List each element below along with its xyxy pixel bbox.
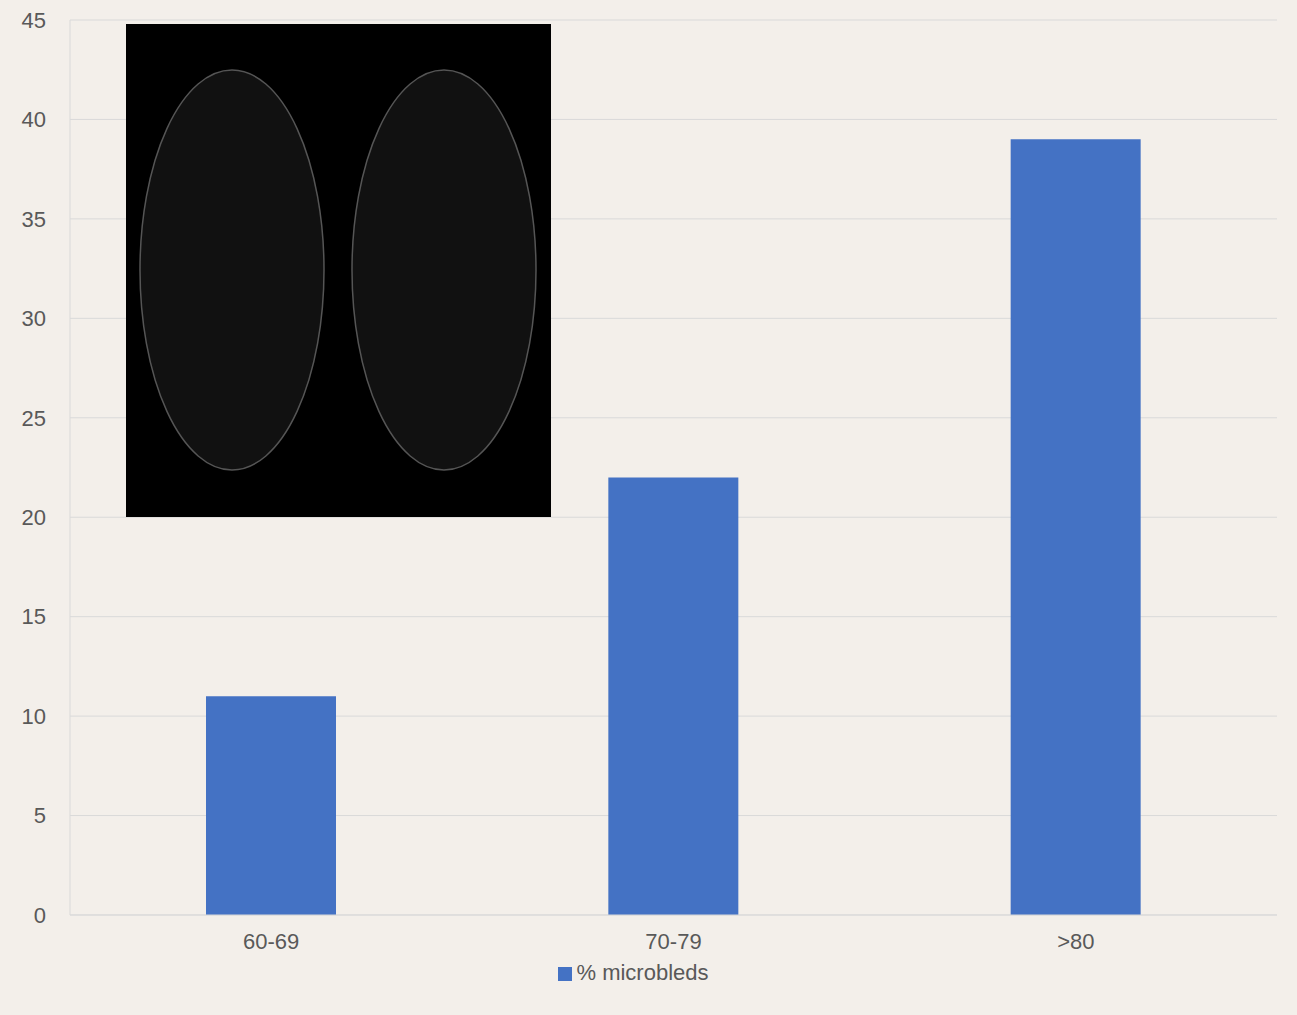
svg-text:30: 30 bbox=[22, 306, 46, 331]
svg-text:10: 10 bbox=[22, 704, 46, 729]
svg-text:>80: >80 bbox=[1057, 929, 1094, 954]
svg-text:40: 40 bbox=[22, 107, 46, 132]
svg-text:35: 35 bbox=[22, 207, 46, 232]
svg-text:15: 15 bbox=[22, 604, 46, 629]
svg-text:45: 45 bbox=[22, 8, 46, 33]
svg-text:20: 20 bbox=[22, 505, 46, 530]
html-text:% microbleds: % microbleds bbox=[576, 960, 709, 985]
svg-text:60-69: 60-69 bbox=[243, 929, 299, 954]
svg-text:70-79: 70-79 bbox=[645, 929, 701, 954]
svg-text:0: 0 bbox=[34, 903, 46, 928]
svg-text:5: 5 bbox=[34, 803, 46, 828]
svg-text:25: 25 bbox=[22, 406, 46, 431]
